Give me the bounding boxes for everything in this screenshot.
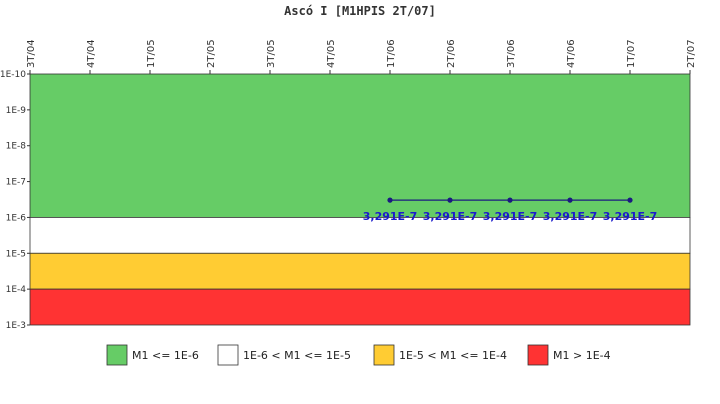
legend-label: M1 > 1E-4: [553, 349, 611, 362]
chart-title: Ascó I [M1HPIS 2T/07]: [284, 4, 436, 18]
x-tick-label: 4T/04: [86, 39, 97, 68]
band-1: [29, 217, 691, 254]
y-tick-label: 1E-8: [6, 142, 27, 152]
x-tick-label: 3T/05: [266, 39, 277, 68]
data-label: 3,291E-7: [423, 210, 478, 223]
data-point: [567, 197, 573, 203]
data-point: [507, 197, 513, 203]
data-label: 3,291E-7: [543, 210, 598, 223]
x-tick-label: 4T/05: [326, 39, 337, 68]
y-tick-label: 1E-7: [6, 178, 26, 188]
x-tick-label: 2T/06: [446, 39, 457, 68]
x-tick-label: 4T/06: [566, 39, 577, 68]
y-tick-label: 1E-3: [6, 321, 26, 331]
legend-label: M1 <= 1E-6: [132, 349, 199, 362]
legend-label: 1E-6 < M1 <= 1E-5: [243, 349, 351, 362]
data-point: [387, 197, 393, 203]
x-tick-label: 1T/06: [386, 39, 397, 68]
data-label: 3,291E-7: [363, 210, 418, 223]
legend-swatch: [106, 344, 128, 366]
data-label: 3,291E-7: [483, 210, 538, 223]
series-layer: 3,291E-7 3,291E-7 3,291E-7 3,291E-7 3,291E-7: [363, 197, 658, 223]
legend-swatch: [217, 344, 239, 366]
x-tick-label: 3T/06: [506, 39, 517, 68]
y-tick-label: 1E-4: [6, 285, 27, 295]
legend-swatch: [373, 344, 395, 366]
band-0: [29, 73, 691, 218]
x-tick-label: 2T/07: [686, 39, 697, 68]
data-point: [627, 197, 633, 203]
y-tick-label: 1E-9: [6, 106, 27, 116]
data-label: 3,291E-7: [603, 210, 658, 223]
y-axis: 1E-10 1E-9 1E-8 1E-7 1E-6 1E-5 1E-4 1E-3: [0, 70, 30, 331]
band-3: [29, 288, 691, 326]
x-axis: 3T/04 4T/04 1T/05 2T/05 3T/05 4T/05 1T/06 2T/06…: [26, 39, 697, 74]
legend: M1 <= 1E-6 1E-6 < M1 <= 1E-5 1E-5 < M1 <= …: [106, 344, 611, 366]
legend-swatch: [527, 344, 549, 366]
y-tick-label: 1E-6: [6, 213, 27, 223]
band-2: [29, 252, 691, 290]
y-tick-label: 1E-5: [6, 249, 26, 259]
legend-label: 1E-5 < M1 <= 1E-4: [399, 349, 507, 362]
bands-layer: [29, 73, 691, 326]
x-tick-label: 1T/05: [146, 39, 157, 68]
x-tick-label: 3T/04: [26, 39, 37, 68]
y-tick-label: 1E-10: [0, 70, 26, 80]
x-tick-label: 1T/07: [626, 39, 637, 68]
data-point: [447, 197, 453, 203]
x-tick-label: 2T/05: [206, 39, 217, 68]
